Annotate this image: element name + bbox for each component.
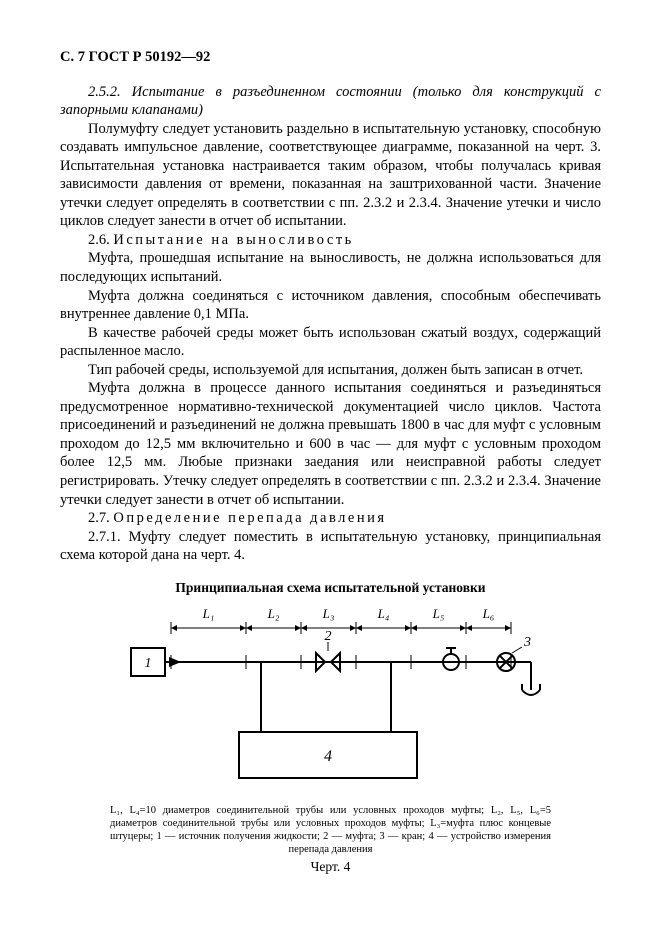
para-1: Полумуфту следует установить раздельно в… (60, 120, 601, 231)
para-7: 2.7.1. Муфту следует поместить в испытат… (60, 528, 601, 565)
svg-text:3: 3 (523, 635, 531, 650)
svg-text:L₆: L₆ (481, 606, 494, 621)
sec-2-5-2-title: 2.5.2. Испытание в разъединенном состоян… (60, 83, 601, 120)
svg-text:L₂: L₂ (266, 606, 279, 621)
figure-caption: L₁, L₄=10 диаметров соединительной трубы… (110, 804, 551, 857)
sec-2-7-num: 2.7. (88, 510, 113, 526)
sec-2-6-num: 2.6. (88, 232, 113, 248)
schematic-svg: L₁ L₂ L₃ L₄ L₅ L₆ 1 2 3 4 (111, 602, 551, 792)
sec-2-7-text: Определение перепада давления (113, 510, 386, 526)
svg-text:4: 4 (324, 748, 332, 765)
svg-text:L₅: L₅ (431, 606, 444, 621)
svg-text:L₁: L₁ (201, 606, 214, 621)
svg-text:L₃: L₃ (321, 606, 334, 621)
figure-title: Принципиальная схема испытательной устан… (60, 579, 601, 596)
para-2: Муфта, прошедшая испытание на выносливос… (60, 249, 601, 286)
svg-text:1: 1 (144, 656, 151, 671)
document-page: С. 7 ГОСТ Р 50192—92 2.5.2. Испытание в … (0, 0, 661, 935)
sec-2-7-title: 2.7. Определение перепада давления (60, 509, 601, 528)
sec-2-6-title: 2.6. Испытание на выносливость (60, 231, 601, 250)
para-6: Муфта должна в процессе данного испытани… (60, 379, 601, 509)
page-header: С. 7 ГОСТ Р 50192—92 (60, 48, 601, 67)
figure-diagram: L₁ L₂ L₃ L₄ L₅ L₆ 1 2 3 4 (60, 602, 601, 798)
svg-text:2: 2 (324, 629, 331, 644)
para-5: Тип рабочей среды, используемой для испы… (60, 361, 601, 380)
sec-2-6-text: Испытание на выносливость (113, 232, 353, 248)
svg-text:L₄: L₄ (376, 606, 389, 621)
para-3: Муфта должна соединяться с источником да… (60, 287, 601, 324)
figure-number: Черт. 4 (60, 858, 601, 875)
para-4: В качестве рабочей среды может быть испо… (60, 324, 601, 361)
